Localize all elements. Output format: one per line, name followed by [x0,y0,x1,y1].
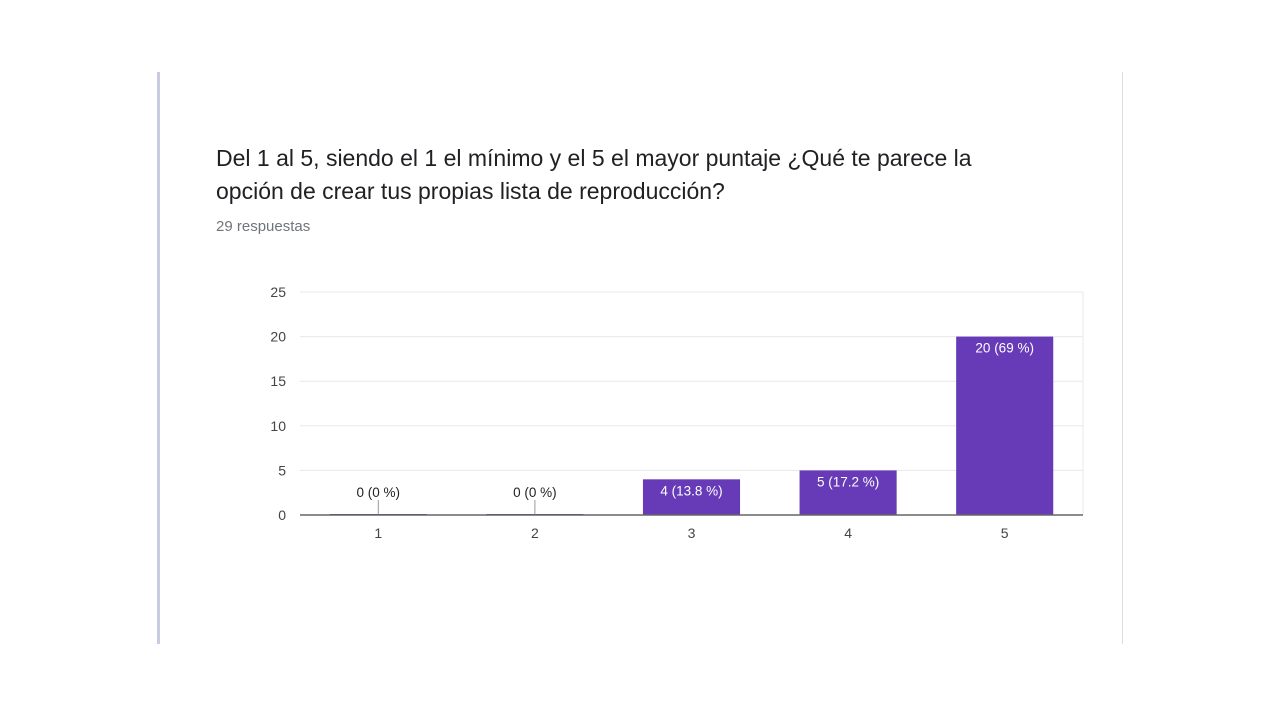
question-title: Del 1 al 5, siendo el 1 el mínimo y el 5… [216,145,972,204]
data-label: 0 (0 %) [357,485,401,500]
bar [956,336,1054,515]
response-count: 29 respuestas [216,218,311,235]
x-tick-label: 1 [374,525,382,541]
data-label: 20 (69 %) [975,341,1034,356]
bar [642,479,741,515]
data-label: 4 (13.8 %) [660,483,722,498]
x-tick-label: 4 [844,525,852,541]
bar [799,470,897,515]
x-tick-label: 3 [688,525,696,541]
data-label: 0 (0 %) [513,485,557,500]
y-tick-label: 15 [270,373,286,389]
y-tick-label: 20 [270,329,286,345]
y-tick-label: 10 [270,418,286,434]
y-tick-label: 25 [270,284,286,300]
x-tick-label: 5 [1001,525,1009,541]
y-tick-label: 0 [278,507,286,523]
data-label: 5 (17.2 %) [817,474,879,489]
x-tick-label: 2 [531,525,539,541]
y-tick-label: 5 [278,462,286,478]
